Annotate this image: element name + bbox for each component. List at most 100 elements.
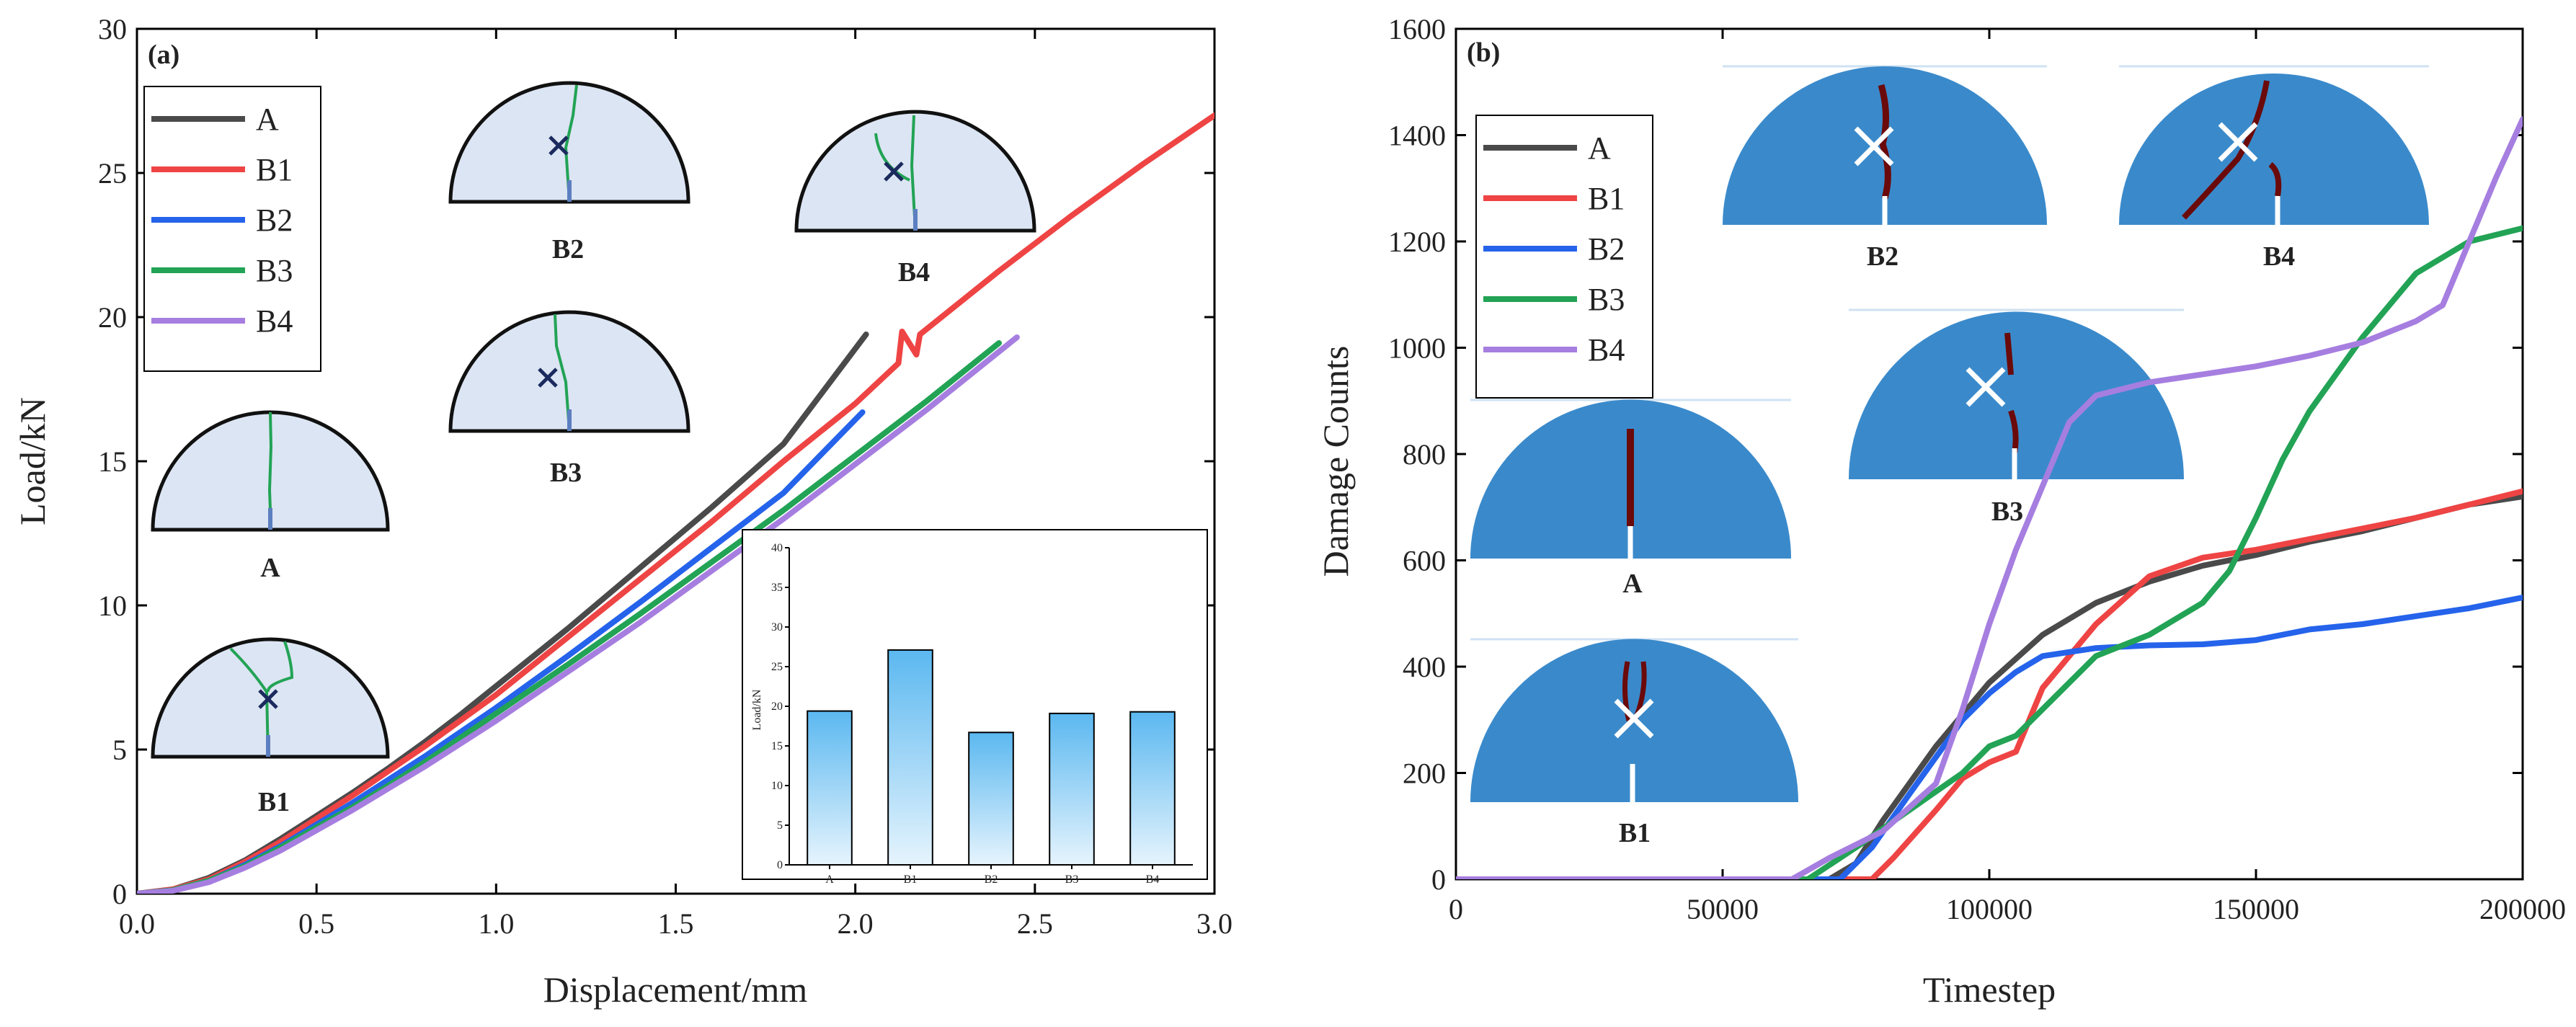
panel-b-ylabel: Damage Counts <box>1315 346 1356 577</box>
specimen-b3-shape <box>448 310 690 433</box>
panel-b-legend-label-b3: B3 <box>1588 282 1625 317</box>
panel-b: 0 50000 100000 150000 200000 0 200 400 600 800 100… <box>1315 13 2566 1010</box>
panel-b-legend-label-a: A <box>1588 130 1611 166</box>
specimen-a-label: A <box>260 553 280 583</box>
panel-b-ytick-label: 200 <box>1403 757 1446 790</box>
specimen-b3-crack <box>554 314 571 432</box>
sim-b3: B3 <box>1849 308 2184 527</box>
panel-a-ytick-label: 10 <box>98 590 127 622</box>
panel-a-xtick-label: 0.5 <box>298 907 334 940</box>
panel-a-ytick-label: 0 <box>112 878 127 910</box>
inset-ytick-label: 25 <box>771 661 783 673</box>
panel-a-series-b4 <box>137 334 1020 894</box>
specimen-b4: B4 <box>794 110 1036 288</box>
panel-b-series-b2 <box>1456 595 2523 879</box>
panel-b-legend-box <box>1475 115 1653 399</box>
panel-a-legend-box <box>143 86 321 372</box>
panel-a-legend-label-a: A <box>256 102 279 137</box>
panel-a-letter: (a) <box>148 40 179 70</box>
inset-bar-b3 <box>1049 712 1095 866</box>
inset-ytick-label: 40 <box>771 542 783 554</box>
inset-xtick-label: B1 <box>904 873 918 886</box>
panel-a-legend-label-b4: B4 <box>256 303 293 339</box>
panel-a-xtick-label: 1.5 <box>658 907 694 940</box>
panel-b-ytick-label: 400 <box>1403 651 1446 683</box>
specimen-a: A <box>151 410 390 583</box>
inset-ytick-label: 30 <box>771 621 783 633</box>
panel-b-xtick-label: 0 <box>1449 893 1463 925</box>
panel-a-legend: A B1 B2 B3 B4 <box>143 86 321 372</box>
panel-a: 0.0 0.5 1.0 1.5 2.0 2.5 3.0 0 5 10 15 20 25 30 (a) Di… <box>12 13 1233 1010</box>
panel-a-ylabel: Load/kN <box>12 397 53 525</box>
panel-b-legend: A B1 B2 B3 B4 <box>1475 115 1653 399</box>
panel-a-series <box>137 112 1214 894</box>
panel-a-legend-label-b3: B3 <box>256 253 293 288</box>
inset-ytick-label: 0 <box>777 859 783 871</box>
sim-b2: B2 <box>1723 65 2047 272</box>
inset-xtick-label: B3 <box>1065 873 1079 886</box>
panel-b-ticks: 0 50000 100000 150000 200000 0 200 400 600 800 100… <box>1388 13 2566 925</box>
panel-a-ytick-label: 15 <box>98 445 127 478</box>
panel-a-inset-bar-chart: 0 5 10 15 20 25 30 35 40 A B1 B2 B3 B4 Load/kN <box>742 529 1208 886</box>
inset-bar-b4 <box>1129 711 1176 866</box>
inset-ytick-label: 15 <box>771 740 783 752</box>
panel-b-ytick-label: 1400 <box>1388 120 1446 152</box>
sim-b2-label: B2 <box>1867 241 1898 272</box>
inset-bar-b1 <box>887 649 933 866</box>
specimen-b4-shape <box>794 110 1036 233</box>
specimen-b1-label: B1 <box>258 787 290 817</box>
inset-xtick-label: B2 <box>985 873 998 886</box>
panel-b-legend-label-b2: B2 <box>1588 231 1625 267</box>
specimen-b1-crack-right <box>266 641 294 693</box>
inset-ytick-label: 35 <box>771 582 783 594</box>
inset-xtick-label: B4 <box>1146 873 1160 886</box>
sim-b4-label: B4 <box>2263 241 2295 272</box>
sim-b4-cross-icon <box>2218 122 2258 162</box>
sim-b3-label: B3 <box>1991 497 2023 527</box>
panel-b-series-b1 <box>1456 488 2523 879</box>
panel-b-xtick-label: 50000 <box>1687 893 1759 925</box>
specimen-b4-label: B4 <box>898 257 930 288</box>
specimen-b1-crack-left <box>229 647 270 757</box>
sim-b3-shape <box>1849 311 2184 479</box>
panel-b-ytick-label: 1600 <box>1388 13 1446 45</box>
specimen-b1-cross-icon <box>258 689 278 709</box>
sim-b3-cross-icon <box>1966 367 2006 407</box>
panel-b-xtick-label: 200000 <box>2479 893 2566 925</box>
inset-xtick-label: A <box>825 873 834 886</box>
panel-a-xtick-label: 2.0 <box>838 907 874 940</box>
panel-a-legend-label-b1: B1 <box>256 152 293 187</box>
specimen-b4-cross-icon <box>884 161 904 182</box>
specimen-b2: B2 <box>448 81 690 264</box>
panel-a-xtick-label: 0.0 <box>119 907 155 940</box>
panel-a-series-b1 <box>137 112 1214 894</box>
panel-a-ticks: 0.0 0.5 1.0 1.5 2.0 2.5 3.0 0 5 10 15 20 25 30 <box>98 13 1233 940</box>
inset-bar-b2 <box>968 732 1014 866</box>
panel-b-letter: (b) <box>1467 37 1500 68</box>
specimen-b2-label: B2 <box>552 234 584 264</box>
panel-a-ytick-label: 25 <box>98 157 127 190</box>
sim-b4-shape <box>2119 74 2429 225</box>
panel-b-ytick-label: 600 <box>1403 545 1446 577</box>
sim-a: A <box>1470 399 1791 599</box>
panel-b-xlabel: Timestep <box>1923 969 2056 1010</box>
sim-b4-crack-right <box>2268 161 2282 197</box>
sim-b2-cross-icon <box>1854 126 1894 166</box>
panel-a-xlabel: Displacement/mm <box>543 969 808 1010</box>
panel-a-legend-label-b2: B2 <box>256 203 293 238</box>
sim-a-label: A <box>1622 569 1643 599</box>
sim-b1-cross-icon <box>1614 698 1654 739</box>
inset-ylabel: Load/kN <box>751 689 763 730</box>
inset-ytick-label: 5 <box>777 819 783 832</box>
panel-b-series <box>1456 116 2523 879</box>
panel-b-ytick-label: 800 <box>1403 438 1446 471</box>
panel-b-ytick-label: 1000 <box>1388 332 1446 365</box>
sim-b4: B4 <box>2119 65 2429 272</box>
specimen-b4-crack-left <box>874 133 910 182</box>
panel-b-legend-label-b1: B1 <box>1588 181 1625 216</box>
inset-ytick-label: 10 <box>771 780 783 792</box>
sim-b1: B1 <box>1470 638 1798 848</box>
specimen-b3: B3 <box>448 310 690 488</box>
specimen-b3-cross-icon <box>538 368 558 388</box>
